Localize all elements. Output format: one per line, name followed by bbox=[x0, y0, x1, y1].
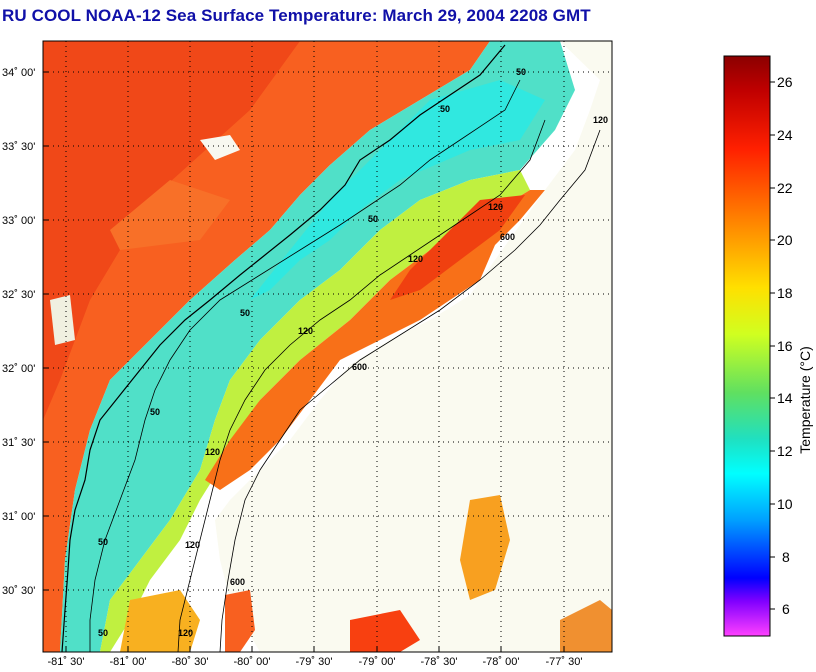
lat-label: 33˚ 00' bbox=[2, 215, 35, 227]
contour-label: 120 bbox=[488, 202, 503, 212]
contour-label: 50 bbox=[98, 537, 108, 547]
cloud-patch bbox=[50, 295, 75, 345]
lon-label: -79˚ 30' bbox=[296, 656, 333, 668]
colorbar-tick-label: 20 bbox=[777, 232, 793, 248]
offshore-patch bbox=[120, 590, 200, 652]
land-region-inner bbox=[43, 41, 300, 420]
colorbar-tick-label: 18 bbox=[777, 285, 793, 301]
colorbar-scale bbox=[723, 55, 771, 637]
lon-label: -78˚ 00' bbox=[483, 656, 520, 668]
contour-label: 600 bbox=[352, 362, 367, 372]
lon-label: -79˚ 00' bbox=[359, 656, 396, 668]
colorbar-tick-label: 22 bbox=[777, 180, 793, 196]
contour-label: 120 bbox=[205, 447, 220, 457]
lon-label: -78˚ 30' bbox=[421, 656, 458, 668]
contour-label: 50 bbox=[368, 214, 378, 224]
cloud-patch bbox=[200, 135, 240, 160]
colorbar: 26 24 22 20 18 16 14 12 10 8 6 Temperatu… bbox=[723, 55, 813, 637]
contour-label: 50 bbox=[98, 628, 108, 638]
colorbar-tick-label: 14 bbox=[777, 390, 793, 406]
contour-label: 600 bbox=[500, 232, 515, 242]
lon-label: -81˚ 30' bbox=[48, 656, 85, 668]
map-frame bbox=[42, 40, 613, 653]
contour-120 bbox=[177, 119, 546, 652]
colorbar-tick-label: 6 bbox=[782, 601, 790, 617]
lat-label: 33˚ 30' bbox=[2, 141, 35, 153]
lat-label: 30˚ 30' bbox=[2, 585, 35, 597]
contour-label: 50 bbox=[240, 308, 250, 318]
colorbar-tick-label: 12 bbox=[777, 443, 793, 459]
colorbar-tick-label: 24 bbox=[777, 127, 793, 143]
lat-label: 34˚ 00' bbox=[2, 67, 35, 79]
colorbar-tick-label: 26 bbox=[777, 74, 793, 90]
contour-label: 50 bbox=[516, 67, 526, 77]
colorbar-ticks bbox=[770, 81, 775, 610]
land-region-patch bbox=[110, 180, 230, 250]
map-ticks bbox=[43, 71, 565, 652]
gulf-stream bbox=[205, 190, 545, 490]
colorbar-tick-label: 8 bbox=[782, 549, 790, 565]
contour-label: 120 bbox=[185, 540, 200, 550]
contour-label: 600 bbox=[230, 577, 245, 587]
contour-label: 120 bbox=[593, 115, 608, 125]
sst-map: 50 50 120 50 120 600 120 50 120 600 50 1… bbox=[2, 40, 613, 668]
contour-label: 120 bbox=[408, 254, 423, 264]
graticule bbox=[43, 41, 612, 652]
offshore-patch bbox=[560, 600, 612, 652]
contour-600 bbox=[219, 129, 601, 652]
lon-label: -81˚ 00' bbox=[110, 656, 147, 668]
contour-label: 50 bbox=[150, 407, 160, 417]
lon-label: -77˚ 30' bbox=[546, 656, 583, 668]
lat-label: 32˚ 30' bbox=[2, 289, 35, 301]
gulf-stream-core bbox=[390, 195, 525, 300]
contour-label: 50 bbox=[440, 104, 450, 114]
offshore-nodata bbox=[215, 41, 612, 652]
contour-50 bbox=[89, 79, 521, 652]
colorbar-tick-label: 16 bbox=[777, 338, 793, 354]
map-title: RU COOL NOAA-12 Sea Surface Temperature:… bbox=[2, 6, 591, 25]
contour-label: 120 bbox=[298, 326, 313, 336]
colorbar-tick-label: 10 bbox=[777, 496, 793, 512]
offshore-patch bbox=[460, 495, 510, 600]
lat-label: 32˚ 00' bbox=[2, 363, 35, 375]
coastline bbox=[61, 44, 506, 652]
shelf-water-cyan bbox=[250, 80, 545, 300]
offshore-patch bbox=[350, 610, 420, 652]
lat-label: 31˚ 30' bbox=[2, 437, 35, 449]
lon-label: -80˚ 00' bbox=[234, 656, 271, 668]
colorbar-label: Temperature (°C) bbox=[797, 346, 813, 454]
contour-label: 120 bbox=[178, 628, 193, 638]
offshore-patch bbox=[225, 590, 255, 652]
lon-label: -80˚ 30' bbox=[172, 656, 209, 668]
lat-label: 31˚ 00' bbox=[2, 511, 35, 523]
